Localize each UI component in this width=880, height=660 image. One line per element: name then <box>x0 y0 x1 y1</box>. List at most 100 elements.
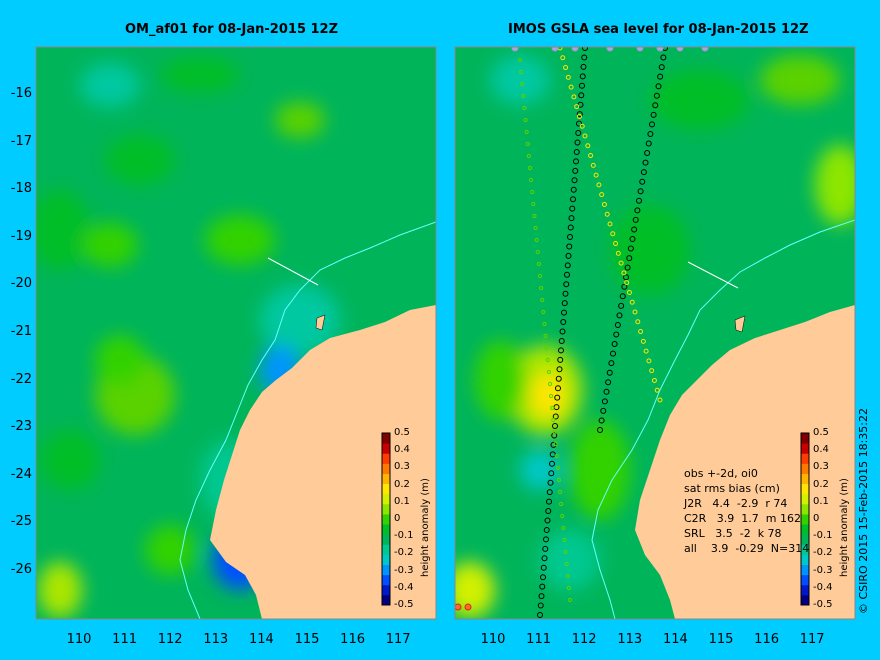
track-marker <box>618 302 625 309</box>
track-marker <box>626 289 632 295</box>
left-colorbar <box>381 432 391 606</box>
track-marker <box>608 360 615 367</box>
left-x-tick-label: 111 <box>112 632 137 647</box>
stats-row: C2R 3.9 1.7 m 162 <box>684 512 801 525</box>
colorbar-tick-label: -0.2 <box>813 547 833 559</box>
track-marker <box>585 143 591 149</box>
track-marker <box>636 197 642 204</box>
left-x-tick-label: 113 <box>203 632 229 647</box>
track-marker <box>623 274 629 281</box>
stats-row: SRL 3.5 -2 k 78 <box>684 527 782 540</box>
track-marker <box>523 117 528 123</box>
track-marker <box>572 167 579 174</box>
colorbar-swatch <box>801 513 809 525</box>
track-marker <box>573 148 580 155</box>
track-marker <box>576 113 582 119</box>
track-marker <box>598 417 605 424</box>
track-marker <box>646 358 652 364</box>
colorbar-tick-label: 0 <box>813 513 820 524</box>
track-marker <box>567 597 573 603</box>
track-marker <box>565 573 570 579</box>
track-marker <box>618 260 624 266</box>
track-marker <box>624 264 631 271</box>
track-marker <box>549 451 556 458</box>
left-panel-title: OM_af01 for 08-Jan-2015 12Z <box>125 22 339 37</box>
track-marker <box>537 612 543 618</box>
track-marker <box>649 121 655 128</box>
track-marker <box>551 47 559 52</box>
track-marker <box>541 555 548 562</box>
track-marker <box>575 130 582 137</box>
track-marker <box>569 205 576 212</box>
left-current-line <box>179 221 436 619</box>
track-marker <box>579 73 586 80</box>
track-marker <box>555 465 560 471</box>
track-marker <box>527 165 533 171</box>
colorbar-tick-label: 0.5 <box>394 427 410 438</box>
right-x-tick-label: 116 <box>754 632 779 647</box>
credit-text: © CSIRO 2015 15-Feb-2015 18:35:22 <box>857 408 870 614</box>
colorbar-swatch <box>801 554 809 566</box>
colorbar-tick-label: 0.2 <box>394 478 410 490</box>
track-marker <box>564 271 570 278</box>
track-marker <box>560 319 567 326</box>
track-marker <box>653 92 660 99</box>
track-marker <box>570 196 576 203</box>
track-marker <box>526 153 531 159</box>
left-section-line <box>267 257 319 286</box>
track-marker <box>563 281 570 288</box>
right-x-tick-label: 110 <box>480 632 506 647</box>
track-marker <box>649 368 655 374</box>
track-marker <box>610 350 616 357</box>
track-marker <box>539 583 546 590</box>
stats-row: J2R 4.4 -2.9 r 74 <box>684 497 788 510</box>
colorbar-swatch <box>801 463 809 474</box>
track-marker <box>606 47 614 52</box>
track-marker <box>564 262 571 269</box>
track-marker <box>560 513 565 519</box>
colorbar-tick-label: -0.1 <box>813 530 833 542</box>
track-marker <box>543 333 548 339</box>
track-marker <box>538 593 545 600</box>
track-marker <box>548 470 555 477</box>
stats-header-1: obs +-2d, oi0 <box>684 467 758 480</box>
track-marker <box>542 545 549 552</box>
colorbar-swatch <box>382 503 390 515</box>
y-tick-label: -23 <box>10 419 32 435</box>
track-marker <box>566 585 571 591</box>
colorbar-swatch <box>801 503 809 515</box>
colorbar-swatch <box>801 534 809 545</box>
right-section-line <box>687 261 739 289</box>
track-marker <box>651 377 657 383</box>
y-tick-label: -24 <box>10 466 32 482</box>
colorbar-tick-label: -0.4 <box>394 581 414 593</box>
left-land-mass <box>210 305 436 619</box>
track-marker <box>627 245 634 252</box>
track-marker <box>564 561 569 567</box>
right-panel-title: IMOS GSLA sea level for 08-Jan-2015 12Z <box>508 22 809 37</box>
track-marker <box>522 105 527 111</box>
track-marker <box>576 111 583 118</box>
track-marker <box>660 54 667 61</box>
colorbar-tick-label: 0.2 <box>813 478 829 490</box>
track-marker <box>567 234 573 240</box>
track-marker <box>558 337 565 344</box>
colorbar-swatch <box>801 433 809 444</box>
track-marker <box>532 213 537 219</box>
y-tick-label: -20 <box>10 276 32 292</box>
colorbar-swatch <box>801 584 809 596</box>
track-marker <box>539 285 544 291</box>
y-tick-label: -19 <box>10 228 32 244</box>
colorbar-swatch <box>382 534 390 545</box>
y-tick-label: -17 <box>10 133 32 149</box>
colorbar-tick-label: -0.5 <box>813 599 833 610</box>
track-marker <box>561 525 566 531</box>
track-marker <box>629 299 635 305</box>
track-marker <box>565 74 571 80</box>
track-marker <box>550 405 555 411</box>
track-marker <box>555 385 561 392</box>
left-x-tick-label: 110 <box>66 632 92 647</box>
track-marker <box>580 63 587 70</box>
track-marker <box>554 394 561 401</box>
track-marker <box>637 188 644 195</box>
